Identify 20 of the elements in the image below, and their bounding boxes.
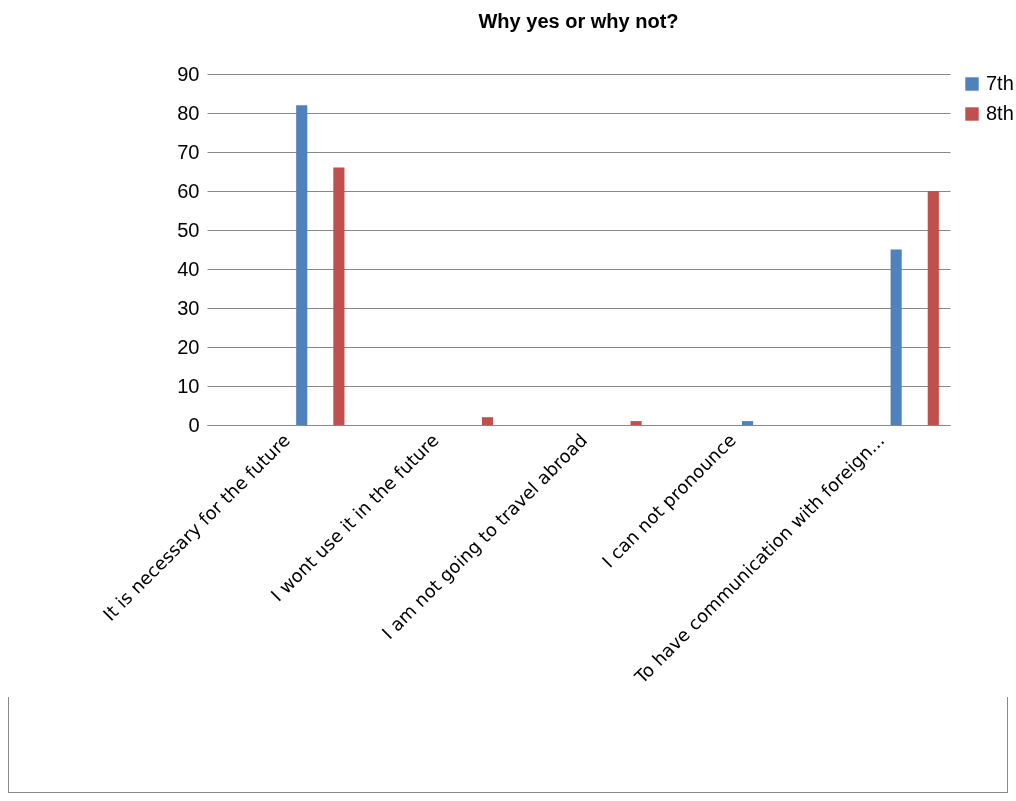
y-tick-label: 40	[177, 257, 200, 280]
y-tick-label: 10	[177, 374, 200, 397]
bar	[481, 417, 494, 425]
y-tick-label: 60	[177, 179, 200, 202]
bar	[927, 191, 939, 425]
bar	[741, 421, 754, 425]
y-tick-label: 20	[177, 335, 200, 358]
bar	[333, 167, 345, 425]
bar	[890, 249, 902, 425]
y-tick-label: 70	[177, 140, 200, 163]
bar	[630, 421, 642, 425]
y-tick-label: 80	[177, 101, 200, 124]
y-tick-label: 0	[188, 413, 200, 436]
chart-title: Why yes or why not?	[478, 10, 679, 32]
y-tick-label: 90	[177, 62, 200, 85]
legend-label: 8th	[986, 102, 1014, 124]
bar	[296, 105, 308, 425]
legend-label: 7th	[986, 72, 1014, 94]
y-tick-label: 50	[177, 218, 200, 241]
y-tick-label: 30	[177, 296, 200, 319]
